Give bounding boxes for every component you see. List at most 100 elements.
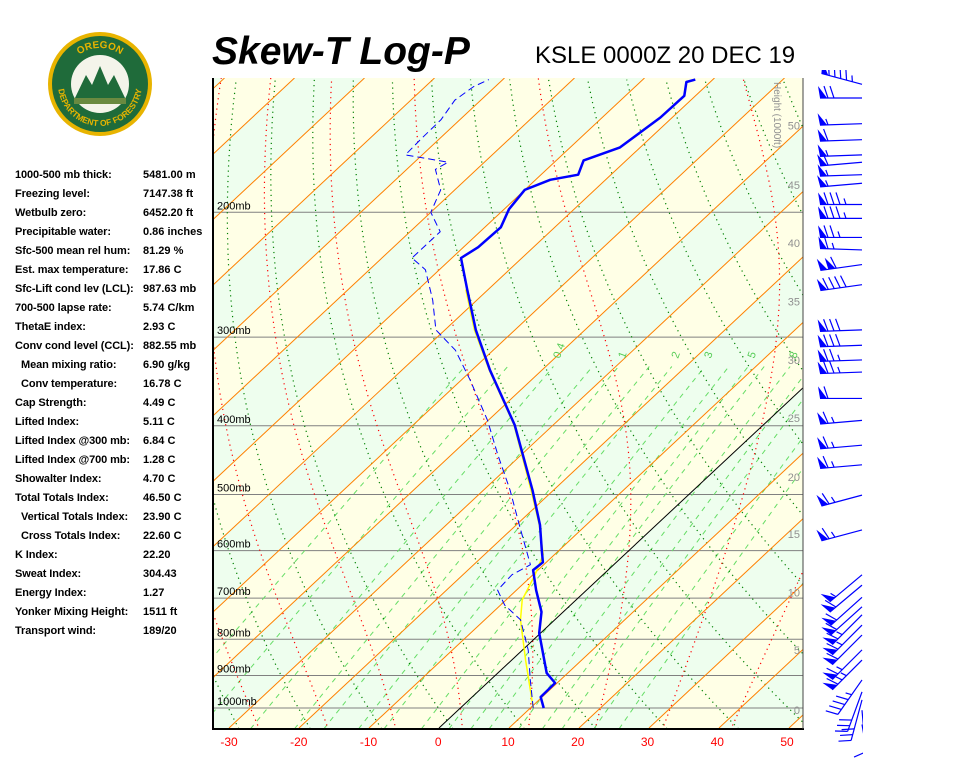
isotherm-line bbox=[788, 714, 803, 728]
wind-barb-flag bbox=[825, 710, 839, 715]
wind-barb-half-flag bbox=[825, 180, 829, 187]
wind-barb-shaft bbox=[830, 606, 863, 636]
pressure-label: 200mb bbox=[217, 200, 251, 212]
wind-barb-flag bbox=[821, 527, 830, 540]
wind-barb-pennant bbox=[820, 604, 836, 613]
height-tick-label: 35 bbox=[788, 296, 800, 308]
wind-barb bbox=[817, 348, 863, 362]
stat-label: Sfc-Lift cond lev (LCL): bbox=[15, 283, 134, 295]
stat-value: 7147.38 ft bbox=[143, 188, 194, 200]
x-tick-label: -30 bbox=[220, 735, 238, 749]
wind-barb-flag bbox=[839, 275, 847, 288]
wind-barb-pennant bbox=[821, 627, 836, 635]
wind-barb-pennant bbox=[817, 412, 828, 424]
mixing-ratio-line bbox=[562, 398, 803, 728]
x-tick-label: 0 bbox=[435, 735, 442, 749]
wind-barb bbox=[817, 144, 863, 157]
wind-barb-shaft bbox=[820, 359, 863, 362]
wind-barb-shaft bbox=[820, 182, 863, 188]
height-tick-label: 5 bbox=[794, 645, 800, 657]
pressure-label: 300mb bbox=[217, 325, 251, 337]
wind-barb-flag bbox=[845, 70, 848, 81]
wind-barb-flag bbox=[830, 256, 837, 269]
moist-adiabat-line bbox=[662, 78, 781, 728]
stat-value: 22.60 C bbox=[143, 530, 182, 542]
wind-barb-flag bbox=[822, 436, 829, 449]
wind-barb-shaft bbox=[831, 634, 863, 666]
wind-barb-half-flag bbox=[845, 692, 852, 696]
height-tick-label: 30 bbox=[788, 355, 800, 367]
wind-barb-shaft bbox=[820, 419, 863, 425]
mixing-ratio-label: 8 bbox=[787, 350, 800, 360]
oregon-dept-forestry-logo: OREGON DEPARTMENT OF FORESTRY bbox=[48, 32, 152, 136]
wind-barb-pennant bbox=[817, 175, 828, 187]
wind-barb-flag bbox=[835, 333, 841, 347]
wind-barb-flag bbox=[822, 277, 829, 290]
stat-value: 4.70 C bbox=[143, 473, 176, 485]
wind-barb-half-flag bbox=[830, 592, 837, 598]
wind-barb-pennant bbox=[817, 361, 827, 374]
height-tick-label: 0 bbox=[794, 705, 800, 717]
isotherm-line bbox=[213, 78, 645, 482]
stat-value: 0.86 inches bbox=[143, 226, 203, 238]
wind-barb bbox=[822, 634, 863, 666]
wind-barb-pennant bbox=[822, 647, 838, 655]
wind-barb-shaft bbox=[850, 699, 863, 741]
wind-barb-shaft bbox=[830, 596, 863, 626]
stat-label: Wetbulb zero: bbox=[15, 207, 87, 219]
mixing-ratio-line bbox=[470, 366, 749, 728]
mixing-ratio-line bbox=[421, 366, 706, 728]
moist-adiabat-line bbox=[213, 78, 329, 728]
stat-label: Lifted Index: bbox=[15, 416, 80, 428]
dry-adiabat-line bbox=[352, 79, 596, 728]
x-tick-label: 40 bbox=[711, 735, 725, 749]
x-tick-label: 30 bbox=[641, 735, 655, 749]
mixing-ratio-line bbox=[448, 366, 730, 728]
wind-barb-flag bbox=[829, 348, 835, 362]
wind-barb-flag bbox=[830, 673, 843, 681]
wind-barb-half-flag bbox=[836, 641, 843, 646]
wind-barb bbox=[821, 70, 863, 85]
dry-adiabat-line bbox=[861, 80, 960, 729]
isotherm-line bbox=[213, 78, 225, 90]
moist-adiabat-line bbox=[329, 78, 463, 728]
height-tick-label: 25 bbox=[788, 413, 800, 425]
wind-barb-flag bbox=[835, 318, 841, 331]
zero-isotherm-line bbox=[438, 387, 803, 728]
wind-barb-pennant bbox=[817, 334, 827, 347]
mixing-ratio-label: 2 bbox=[670, 350, 683, 360]
wind-barb-flag bbox=[823, 361, 829, 374]
temperature-band bbox=[213, 78, 803, 678]
stat-value: 5481.00 m bbox=[143, 169, 196, 181]
stat-value: 6.84 C bbox=[143, 435, 176, 447]
stat-value: 4.49 C bbox=[143, 397, 176, 409]
stat-label: Total Totals Index: bbox=[15, 492, 109, 504]
stat-label: Showalter Index: bbox=[15, 473, 102, 485]
wind-barb bbox=[817, 128, 863, 142]
x-tick-label: 50 bbox=[780, 735, 794, 749]
wind-barb-flag bbox=[833, 70, 836, 78]
dewpoint-trace bbox=[404, 79, 534, 709]
wind-barb-shaft bbox=[820, 444, 863, 450]
wind-barb-flag bbox=[829, 192, 835, 205]
stat-label: 1000-500 mb thick: bbox=[15, 169, 112, 181]
wind-barb-shaft bbox=[820, 344, 863, 348]
wind-barb-pennant bbox=[818, 206, 827, 219]
stat-label: Vertical Totals Index: bbox=[21, 511, 129, 523]
wind-barb-pennant bbox=[821, 70, 829, 76]
temperature-band bbox=[0, 78, 155, 728]
mixing-ratio-line bbox=[213, 366, 509, 714]
stat-value: 46.50 C bbox=[143, 492, 182, 504]
wind-barb-pennant bbox=[817, 164, 827, 177]
x-tick-label: 10 bbox=[501, 735, 515, 749]
pressure-label: 800mb bbox=[217, 627, 251, 639]
isotherm-line bbox=[213, 78, 785, 613]
wind-barb-shaft bbox=[820, 284, 863, 292]
temperature-band bbox=[859, 78, 960, 728]
wind-barb bbox=[817, 175, 863, 188]
wind-barb-flag bbox=[823, 128, 829, 142]
stat-label: 700-500 lapse rate: bbox=[15, 302, 112, 314]
temperature-band bbox=[213, 126, 803, 728]
stat-value: 5.11 C bbox=[143, 416, 175, 428]
dry-adiabat-line bbox=[900, 80, 960, 729]
